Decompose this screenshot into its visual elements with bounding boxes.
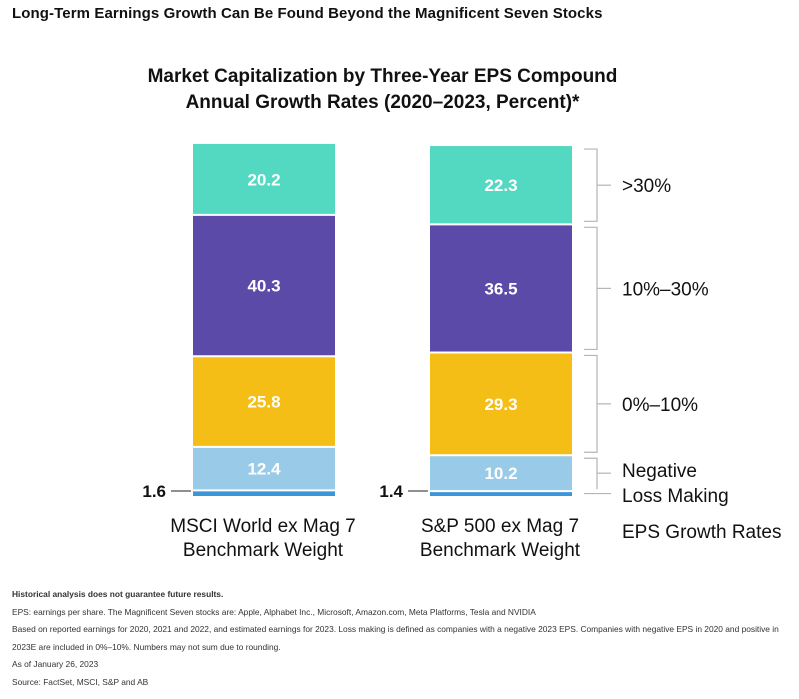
data-label-1-4: 22.3 — [484, 176, 517, 195]
bar-segment-1-2 — [430, 352, 572, 456]
bar-segment-0-2 — [193, 356, 335, 447]
legend-label-4: >30% — [622, 176, 671, 197]
chart-title-line2: Annual Growth Rates (2020–2023, Percent)… — [185, 92, 580, 113]
bar-segment-1-0 — [430, 491, 572, 496]
data-label-0-3: 40.3 — [247, 277, 280, 296]
footer-note-eps: EPS: earnings per share. The Magnificent… — [12, 606, 536, 617]
bracket-0-10 — [584, 354, 598, 453]
footer-disclaimer: Historical analysis does not guarantee f… — [12, 589, 224, 599]
bar-segment-1-4 — [430, 146, 572, 225]
data-label-0-2: 25.8 — [247, 393, 280, 412]
bar-segment-0-0 — [193, 490, 335, 496]
bracket-10-30 — [584, 226, 598, 351]
category-label-line1-0: MSCI World ex Mag 7 — [170, 516, 355, 537]
data-label-1-3: 36.5 — [484, 279, 517, 298]
legend-label-3: 10%–30% — [622, 279, 709, 300]
legend-label-0: Loss Making — [622, 486, 729, 507]
chart-title: Market Capitalization by Three-Year EPS … — [0, 64, 765, 116]
data-label-1-1: 10.2 — [484, 464, 517, 483]
footer-note-methodology: Based on reported earnings for 2020, 202… — [12, 624, 779, 652]
data-label-1-2: 29.3 — [484, 395, 517, 414]
footer: Historical analysis does not guarantee f… — [12, 586, 792, 692]
category-label-line2-0: Benchmark Weight — [183, 540, 344, 561]
category-label-line2-1: Benchmark Weight — [420, 540, 581, 561]
bracket-negative — [584, 457, 598, 490]
footer-date: As of January 26, 2023 — [12, 659, 99, 670]
data-label-small-1: 1.4 — [379, 482, 403, 501]
stacked-bar-chart: 1.6 12.4 25.8 40.3 20.2 1.4 10.2 29.3 36.5 22.3 MS… — [142, 143, 781, 561]
category-label-line1-1: S&P 500 ex Mag 7 — [421, 516, 579, 537]
legend-label-1: Negative — [622, 461, 697, 482]
bar-segment-1-1 — [430, 455, 572, 492]
chart-title-line1: Market Capitalization by Three-Year EPS … — [147, 66, 618, 87]
bar-segment-1-3 — [430, 224, 572, 353]
bracket-gt30 — [584, 148, 598, 222]
data-label-0-1: 12.4 — [247, 460, 281, 479]
footer-source: Source: FactSet, MSCI, S&P and AB — [12, 676, 149, 687]
data-label-0-4: 20.2 — [247, 170, 280, 189]
legend-label-2: 0%–10% — [622, 395, 698, 416]
bar-segment-0-3 — [193, 214, 335, 357]
bar-segment-0-1 — [193, 446, 335, 491]
legend-title: EPS Growth Rates — [622, 522, 781, 543]
data-label-small-0: 1.6 — [142, 482, 166, 501]
header-title: Long-Term Earnings Growth Can Be Found B… — [12, 5, 603, 22]
bar-segment-0-4 — [193, 143, 335, 215]
